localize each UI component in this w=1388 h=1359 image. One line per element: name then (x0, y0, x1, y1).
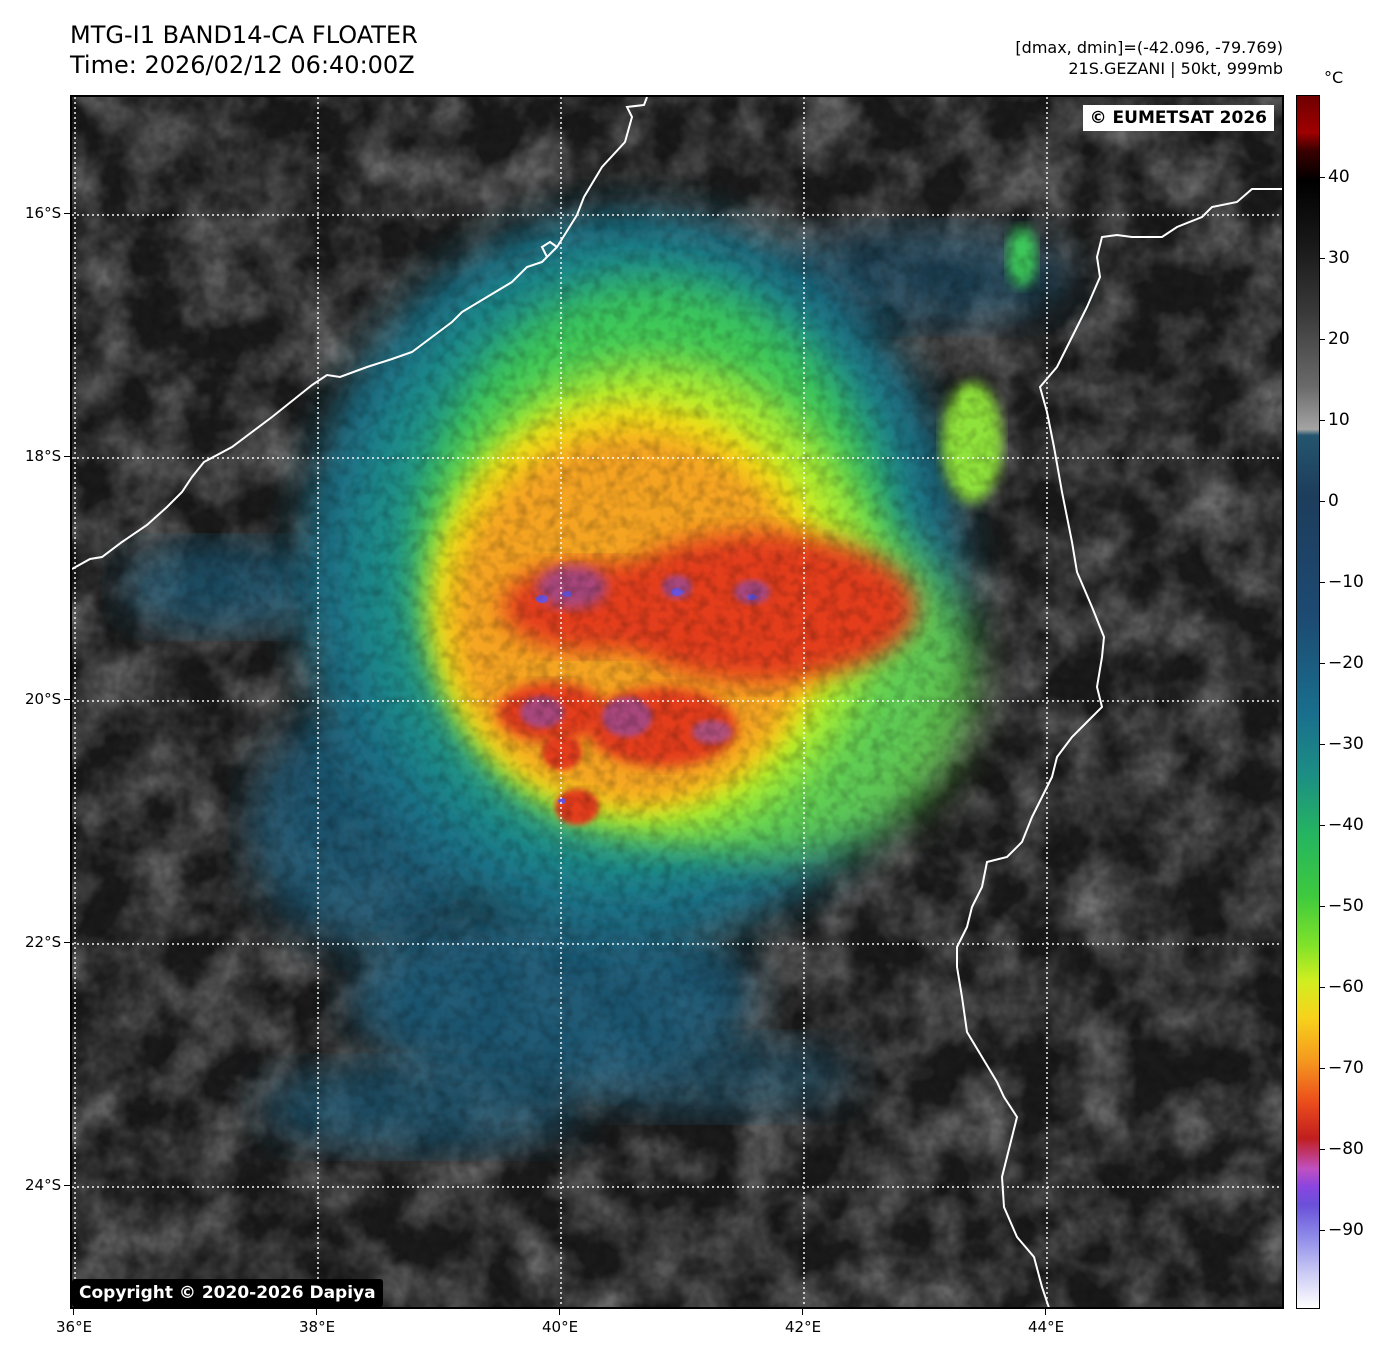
colorbar-label-m30: −30 (1328, 734, 1364, 754)
colorbar-label-30: 30 (1328, 248, 1350, 268)
colorbar-tick-m10 (1320, 582, 1325, 583)
lat-tick-18s (64, 456, 70, 457)
lat-tick-22s (64, 942, 70, 943)
temperature-colorbar (1296, 95, 1320, 1309)
colorbar-tick-m40 (1320, 825, 1325, 826)
colorbar-label-10: 10 (1328, 410, 1350, 430)
colorbar-label-m10: −10 (1328, 572, 1364, 592)
lat-label-22s: 22°S (25, 933, 62, 951)
lon-label-40e: 40°E (542, 1318, 579, 1336)
satellite-map: © EUMETSAT 2026 Copyright © 2020-2026 Da… (70, 95, 1284, 1309)
colorbar-label-m20: −20 (1328, 653, 1364, 673)
lat-tick-20s (64, 699, 70, 700)
colorbar-tick-m60 (1320, 987, 1325, 988)
lon-tick-36e (73, 1309, 74, 1315)
colorbar-label-20: 20 (1328, 329, 1350, 349)
lon-tick-38e (316, 1309, 317, 1315)
chart-title: MTG-I1 BAND14-CA FLOATER (70, 21, 418, 49)
lat-label-18s: 18°S (25, 447, 62, 465)
colorbar-label-0: 0 (1328, 491, 1339, 511)
satellite-imagery (72, 97, 1282, 1307)
colorbar-unit: °C (1324, 68, 1344, 87)
lat-label-16s: 16°S (25, 204, 62, 222)
timestamp: Time: 2026/02/12 06:40:00Z (70, 51, 415, 79)
colorbar-tick-m30 (1320, 744, 1325, 745)
colorbar-label-m50: −50 (1328, 896, 1364, 916)
colorbar-tick-40 (1320, 177, 1325, 178)
colorbar-tick-10 (1320, 420, 1325, 421)
eumetsat-credit: © EUMETSAT 2026 (1082, 105, 1274, 131)
lon-label-44e: 44°E (1028, 1318, 1065, 1336)
lat-tick-16s (64, 213, 70, 214)
lon-label-36e: 36°E (56, 1318, 93, 1336)
colorbar-tick-m90 (1320, 1230, 1325, 1231)
colorbar-label-m70: −70 (1328, 1058, 1364, 1078)
colorbar-tick-0 (1320, 501, 1325, 502)
colorbar-tick-m50 (1320, 906, 1325, 907)
colorbar-tick-m20 (1320, 663, 1325, 664)
colorbar-tick-m70 (1320, 1068, 1325, 1069)
colorbar-tick-20 (1320, 339, 1325, 340)
colorbar-label-m90: −90 (1328, 1220, 1364, 1240)
colorbar-label-m60: −60 (1328, 977, 1364, 997)
storm-info: 21S.GEZANI | 50kt, 999mb (1068, 59, 1283, 78)
colorbar-tick-30 (1320, 258, 1325, 259)
lon-label-42e: 42°E (785, 1318, 822, 1336)
colorbar-tick-m80 (1320, 1149, 1325, 1150)
lon-tick-40e (559, 1309, 560, 1315)
lon-label-38e: 38°E (299, 1318, 336, 1336)
colorbar-label-40: 40 (1328, 167, 1350, 187)
lon-tick-44e (1045, 1309, 1046, 1315)
temperature-range: [dmax, dmin]=(-42.096, -79.769) (1015, 38, 1283, 57)
lat-label-20s: 20°S (25, 690, 62, 708)
lon-tick-42e (802, 1309, 803, 1315)
lat-label-24s: 24°S (25, 1176, 62, 1194)
colorbar-label-m80: −80 (1328, 1139, 1364, 1159)
lat-tick-24s (64, 1185, 70, 1186)
copyright-notice: Copyright © 2020-2026 Dapiya (72, 1279, 383, 1307)
gridlines (72, 97, 1282, 1307)
colorbar-label-m40: −40 (1328, 815, 1364, 835)
coastline (72, 97, 1282, 1307)
